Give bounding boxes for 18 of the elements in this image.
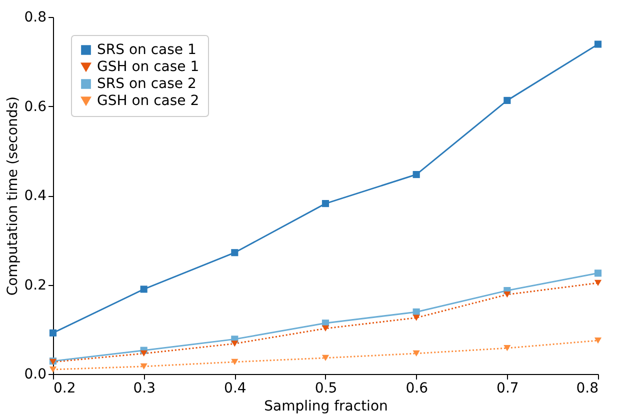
y-tick-label: 0.2 [24, 277, 46, 294]
x-tick-label: 0.6 [406, 380, 428, 396]
y-tick-label: 0.6 [24, 98, 47, 115]
x-tick-label: 0.2 [54, 380, 76, 396]
y-tick-label: 0.8 [24, 10, 46, 26]
x-tick-label: 0.3 [133, 380, 156, 396]
legend-label: SRS on case 2 [97, 76, 196, 92]
y-axis-title: Computation time (seconds) [5, 96, 22, 296]
legend-label: GSH on case 2 [97, 93, 200, 109]
legend-label: SRS on case 1 [97, 42, 196, 58]
x-axis-title: Sampling fraction [264, 398, 388, 414]
y-tick-label: 0.0 [24, 366, 46, 382]
x-tick-label: 0.5 [314, 380, 338, 396]
y-tick-label: 0.4 [24, 188, 47, 204]
x-tick-label: 0.8 [576, 380, 598, 396]
legend-label: GSH on case 1 [97, 59, 200, 75]
x-tick-label: 0.4 [224, 380, 246, 396]
x-tick-label: 0.7 [496, 380, 519, 396]
